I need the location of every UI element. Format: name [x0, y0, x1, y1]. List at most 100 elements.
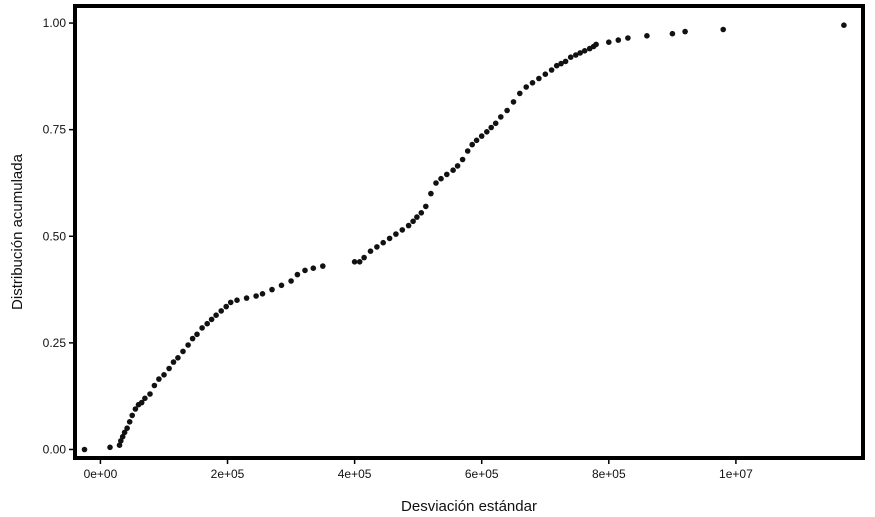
data-point — [189, 335, 196, 342]
y-tick-label: 0.00 — [43, 442, 67, 456]
data-point — [288, 278, 294, 284]
data-point — [147, 391, 153, 397]
data-point — [116, 442, 123, 449]
data-point — [669, 30, 676, 37]
x-tick-label: 4e+05 — [338, 467, 372, 481]
data-point — [615, 37, 622, 43]
data-point — [259, 291, 266, 297]
data-point — [841, 22, 847, 29]
data-point — [720, 26, 726, 33]
data-point — [138, 399, 145, 406]
data-point — [625, 35, 631, 41]
data-point — [161, 372, 167, 378]
data-point — [414, 214, 420, 220]
data-point — [204, 320, 210, 327]
data-point — [523, 84, 529, 90]
data-point — [194, 331, 200, 338]
data-point — [488, 124, 495, 131]
data-point — [464, 148, 471, 154]
data-point — [81, 446, 88, 453]
data-point — [156, 376, 162, 382]
y-tick-label: 0.75 — [43, 123, 67, 137]
axes-layer: 0e+00 2e+05 4e+05 6e+05 8e+05 1e+07 0.00 0.25 0.… — [43, 16, 753, 481]
data-point — [553, 62, 560, 69]
data-point — [682, 28, 688, 35]
data-point — [529, 80, 536, 86]
data-point — [367, 248, 374, 254]
data-point — [223, 303, 229, 310]
data-point — [175, 355, 181, 361]
data-point — [361, 254, 367, 261]
data-point — [548, 67, 555, 73]
data-point — [418, 210, 425, 216]
data-point — [170, 359, 177, 365]
y-tick-label: 0.25 — [43, 336, 67, 350]
data-point — [593, 41, 599, 48]
data-point — [151, 382, 158, 389]
data-point — [129, 412, 135, 419]
data-point — [121, 429, 128, 436]
data-point — [517, 90, 523, 97]
data-point — [410, 218, 416, 225]
x-tick-label: 6e+05 — [465, 467, 499, 481]
data-point — [577, 50, 583, 56]
data-point — [492, 120, 499, 127]
data-point — [510, 99, 517, 105]
data-point — [405, 222, 412, 229]
data-point — [473, 137, 480, 144]
data-point — [399, 227, 406, 233]
data-point — [562, 58, 569, 65]
data-point — [484, 129, 490, 135]
data-point — [504, 107, 510, 114]
data-point — [536, 75, 542, 82]
data-point — [302, 267, 308, 274]
data-point — [450, 167, 456, 173]
data-point — [142, 395, 148, 402]
data-point — [227, 299, 234, 306]
data-point — [208, 316, 215, 323]
data-point — [573, 52, 579, 58]
data-point — [132, 406, 139, 412]
data-point — [351, 259, 358, 265]
data-point — [469, 141, 476, 148]
x-tick-label: 2e+05 — [211, 467, 245, 481]
data-point — [119, 433, 126, 440]
data-point — [498, 114, 504, 120]
y-tick-label: 0.50 — [43, 229, 67, 243]
data-point — [294, 271, 301, 278]
y-axis-title: Distribución acumulada — [9, 153, 26, 310]
data-point — [644, 33, 650, 39]
data-point — [253, 293, 259, 299]
data-point — [438, 175, 444, 182]
data-points-layer — [81, 22, 847, 453]
data-point — [356, 259, 363, 265]
data-point — [423, 203, 429, 210]
data-point — [558, 60, 564, 67]
data-point — [269, 286, 275, 293]
data-point — [606, 39, 612, 45]
data-point — [393, 231, 399, 237]
data-point — [243, 295, 250, 301]
data-point — [107, 444, 113, 451]
data-point — [320, 263, 326, 269]
data-point — [185, 342, 191, 348]
data-point — [213, 312, 219, 319]
data-point — [124, 425, 130, 432]
data-point — [386, 235, 393, 242]
data-point — [428, 190, 434, 197]
data-point — [118, 438, 124, 444]
y-tick-label: 1.00 — [43, 16, 67, 30]
data-point — [444, 171, 450, 178]
x-axis-title: Desviación estándar — [401, 498, 537, 515]
data-point — [234, 297, 240, 304]
data-point — [459, 156, 466, 163]
data-point — [180, 348, 186, 355]
data-point — [454, 163, 461, 169]
x-tick-label: 1e+07 — [719, 467, 753, 481]
data-point — [478, 133, 485, 139]
data-point — [567, 54, 574, 60]
data-point — [199, 325, 205, 331]
data-point — [126, 419, 133, 425]
data-point — [278, 282, 285, 289]
